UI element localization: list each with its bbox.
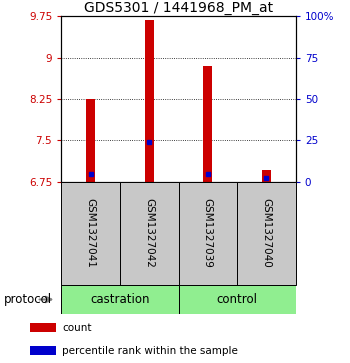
- Bar: [86, 99, 95, 182]
- Text: GSM1327041: GSM1327041: [85, 198, 96, 268]
- Bar: [30, 346, 56, 355]
- Bar: [30, 323, 56, 332]
- Text: protocol: protocol: [4, 293, 52, 306]
- Text: GSM1327040: GSM1327040: [261, 198, 272, 268]
- Bar: [203, 66, 212, 182]
- Bar: [145, 20, 154, 182]
- Text: GSM1327042: GSM1327042: [144, 198, 154, 268]
- Title: GDS5301 / 1441968_PM_at: GDS5301 / 1441968_PM_at: [84, 1, 273, 15]
- Bar: [237, 182, 296, 285]
- Bar: [262, 171, 271, 182]
- Text: control: control: [217, 293, 258, 306]
- Bar: [61, 285, 178, 314]
- Bar: [178, 285, 296, 314]
- Bar: [120, 182, 178, 285]
- Bar: [178, 182, 237, 285]
- Text: percentile rank within the sample: percentile rank within the sample: [62, 346, 238, 356]
- Text: GSM1327039: GSM1327039: [203, 198, 213, 268]
- Text: castration: castration: [90, 293, 150, 306]
- Bar: [61, 182, 120, 285]
- Text: count: count: [62, 323, 92, 333]
